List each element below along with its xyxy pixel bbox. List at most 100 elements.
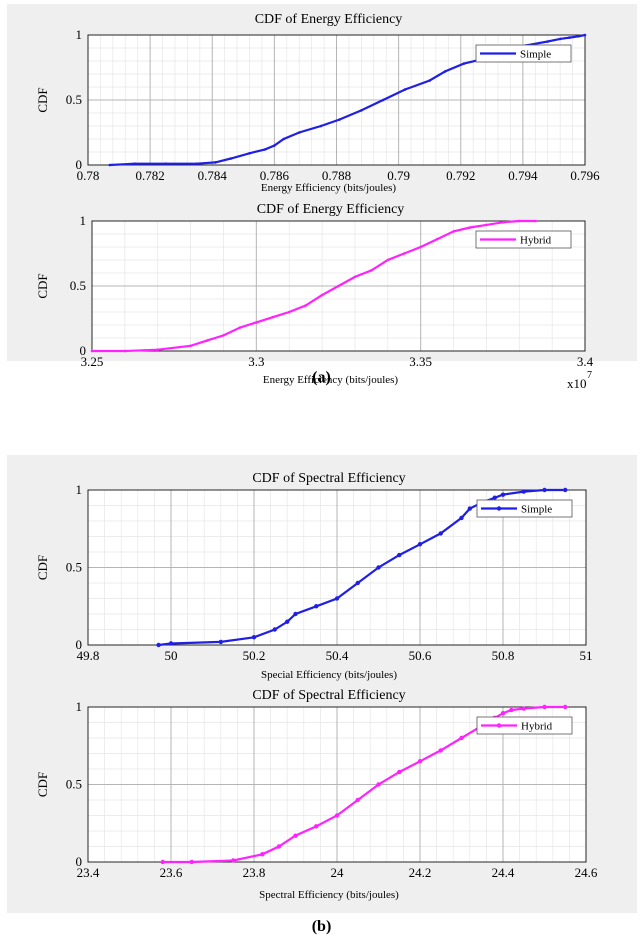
x-tick-label: 0.794 xyxy=(508,168,538,183)
data-point xyxy=(238,326,242,329)
data-point xyxy=(428,79,431,82)
data-point xyxy=(417,759,423,764)
y-tick-label: 0.5 xyxy=(66,777,82,792)
x-tick-label: 3.25 xyxy=(81,354,104,369)
data-point xyxy=(546,40,550,43)
data-point xyxy=(568,36,571,39)
data-point xyxy=(403,88,407,91)
data-point xyxy=(297,131,301,134)
data-point xyxy=(276,844,282,849)
data-point xyxy=(542,487,547,493)
y-tick-label: 0 xyxy=(76,157,83,172)
data-point xyxy=(314,824,319,829)
x-exponent-label: x10 xyxy=(567,376,587,391)
chart-2: 3.25 3.3 3.35 3.4 0 0.5 1 CDF of Energy Efficie… xyxy=(35,202,594,391)
y-tick-label: 0.5 xyxy=(66,92,82,107)
x-tick-label: 23.6 xyxy=(160,865,183,880)
y-axis-label: CDF xyxy=(35,273,50,298)
x-tick-label: 0.784 xyxy=(198,168,228,183)
data-point xyxy=(583,33,587,37)
data-point xyxy=(563,487,568,493)
y-tick-label: 0.5 xyxy=(70,278,86,293)
data-point xyxy=(304,304,307,307)
data-point xyxy=(168,641,174,646)
y-tick-label: 0 xyxy=(76,637,83,652)
data-point xyxy=(563,704,568,710)
chart-title: CDF of Spectral Efficiency xyxy=(252,471,405,486)
data-point xyxy=(370,269,373,272)
data-point xyxy=(517,219,521,223)
data-point xyxy=(521,489,526,494)
x-tick-label: 0.79 xyxy=(387,168,410,183)
data-point xyxy=(353,275,357,279)
x-axis-label: Energy Efficiency (bits/joules) xyxy=(263,374,399,386)
data-point xyxy=(319,124,323,128)
y-axis-label: CDF xyxy=(35,772,50,797)
legend-label: Hybrid xyxy=(521,721,553,733)
data-point xyxy=(459,515,464,521)
x-tick-label: 0.78 xyxy=(77,168,100,183)
y-tick-label: 1 xyxy=(76,27,83,42)
y-tick-label: 0.5 xyxy=(66,560,82,575)
data-point xyxy=(355,580,360,586)
legend-label: Hybrid xyxy=(520,235,552,247)
x-tick-label: 50.8 xyxy=(492,648,515,663)
y-tick-label: 1 xyxy=(76,482,83,497)
data-point xyxy=(293,833,298,838)
x-tick-label: 0.782 xyxy=(136,168,165,183)
x-axis-label: Energy Efficiency (bits/joules) xyxy=(261,182,397,194)
x-tick-label: 24.6 xyxy=(575,865,598,880)
data-point xyxy=(156,642,161,648)
data-point xyxy=(334,813,340,818)
data-point xyxy=(272,627,277,632)
data-point xyxy=(443,70,447,73)
x-tick-label: 0.786 xyxy=(260,168,290,183)
data-point xyxy=(189,344,192,348)
y-axis-label: CDF xyxy=(35,555,50,580)
legend-label: Simple xyxy=(521,504,552,516)
x-tick-label: 50.6 xyxy=(409,648,432,663)
data-point xyxy=(263,148,267,151)
plot-frame xyxy=(87,489,587,646)
data-point xyxy=(577,35,581,38)
data-point xyxy=(355,797,360,803)
x-tick-label: 0.788 xyxy=(322,168,351,183)
data-point xyxy=(334,596,340,601)
data-point xyxy=(521,706,526,711)
y-tick-label: 1 xyxy=(80,213,87,228)
chart-title: CDF of Energy Efficiency xyxy=(257,202,405,217)
data-point xyxy=(419,245,422,249)
chart-title: CDF of Energy Efficiency xyxy=(255,12,403,27)
data-point xyxy=(320,293,324,297)
y-tick-label: 0 xyxy=(76,854,83,869)
data-point xyxy=(123,349,127,353)
chart-3: 49.8 50 50.2 50.4 50.6 50.8 51 0 0.5 1 CDF of Spec… xyxy=(35,471,593,681)
data-point xyxy=(214,161,217,164)
y-axis-label: CDF xyxy=(35,87,50,112)
data-point xyxy=(205,339,209,342)
series-line xyxy=(158,488,566,647)
data-point xyxy=(402,252,406,255)
data-point xyxy=(231,858,236,863)
data-point xyxy=(108,163,112,167)
data-point xyxy=(229,157,233,160)
data-point xyxy=(501,221,505,224)
data-point xyxy=(251,635,257,640)
data-point xyxy=(542,704,547,710)
x-tick-label: 23.4 xyxy=(77,865,100,880)
data-point xyxy=(452,230,455,233)
data-point xyxy=(164,162,167,165)
data-point xyxy=(133,162,136,165)
data-point xyxy=(509,707,514,713)
data-point xyxy=(314,604,319,609)
data-point xyxy=(160,859,165,865)
data-point xyxy=(438,748,443,753)
caption-a: (a) xyxy=(312,369,331,386)
data-point xyxy=(417,542,423,547)
data-point xyxy=(282,137,285,141)
data-point xyxy=(376,565,381,570)
x-exponent-power: 7 xyxy=(587,370,592,381)
x-axis-label: Special Efficiency (bits/joules) xyxy=(261,669,397,681)
chart-title: CDF of Spectral Efficiency xyxy=(252,688,405,703)
data-point xyxy=(260,852,265,857)
